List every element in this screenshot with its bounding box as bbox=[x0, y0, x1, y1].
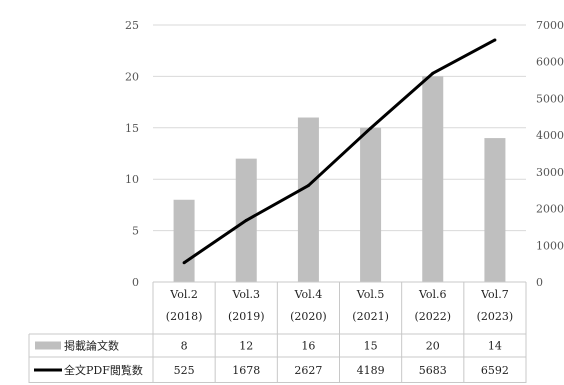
bar bbox=[484, 138, 506, 282]
table-cell-value: 1678 bbox=[232, 364, 260, 377]
category-label: Vol.5 bbox=[356, 288, 385, 301]
bar bbox=[173, 199, 195, 282]
table-cell-value: 2627 bbox=[294, 364, 322, 377]
legend-label: 全文PDF閲覧数 bbox=[64, 363, 143, 377]
line-point bbox=[244, 218, 248, 222]
right-axis-tick-label: 3000 bbox=[536, 166, 564, 179]
bar bbox=[297, 117, 319, 283]
category-label: (2019) bbox=[228, 310, 265, 323]
table-cell-value: 20 bbox=[426, 340, 440, 353]
category-label: Vol.4 bbox=[294, 288, 323, 301]
table-cell-value: 8 bbox=[181, 340, 188, 353]
table-cell-value: 4189 bbox=[357, 364, 385, 377]
grid bbox=[153, 24, 526, 283]
right-axis-tick-label: 0 bbox=[536, 276, 543, 289]
left-axis-tick-label: 20 bbox=[125, 70, 139, 83]
line-point bbox=[369, 126, 373, 130]
category-label: Vol.2 bbox=[169, 288, 198, 301]
category-label: Vol.3 bbox=[231, 288, 260, 301]
left-axis-tick-label: 15 bbox=[125, 122, 139, 135]
line-point bbox=[182, 261, 186, 265]
line-point bbox=[493, 38, 497, 42]
right-axis: 0 1000 2000 3000 4000 5000 6000 7000 bbox=[536, 19, 564, 289]
line-series bbox=[182, 38, 497, 265]
table-cell-value: 16 bbox=[301, 340, 315, 353]
category-label: (2020) bbox=[290, 310, 327, 323]
line-path bbox=[183, 38, 496, 264]
legend-label: 掲載論文数 bbox=[64, 339, 119, 353]
left-axis-tick-label: 5 bbox=[132, 225, 139, 238]
category-label: Vol.7 bbox=[480, 288, 509, 301]
right-axis-tick-label: 6000 bbox=[536, 56, 564, 69]
table-cell-value: 12 bbox=[239, 340, 253, 353]
right-axis-tick-label: 1000 bbox=[536, 239, 564, 252]
category-label: (2018) bbox=[166, 310, 203, 323]
bar bbox=[422, 76, 444, 283]
category-label: (2023) bbox=[477, 310, 514, 323]
data-table: Vol.2 (2018) Vol.3 (2019) Vol.4 (2020) Vol.5 (2… bbox=[28, 281, 527, 383]
left-axis-tick-label: 0 bbox=[132, 276, 139, 289]
right-axis-tick-label: 2000 bbox=[536, 203, 564, 216]
right-axis-tick-label: 4000 bbox=[536, 129, 564, 142]
category-label: (2022) bbox=[414, 310, 451, 323]
right-axis-tick-label: 7000 bbox=[536, 19, 564, 32]
left-axis-tick-label: 10 bbox=[125, 173, 139, 186]
right-axis-tick-label: 5000 bbox=[536, 92, 564, 105]
table-cell-value: 525 bbox=[174, 364, 195, 377]
table-cell-value: 6592 bbox=[481, 364, 509, 377]
legend-swatch-bar bbox=[35, 341, 61, 350]
table-cell-value: 15 bbox=[364, 340, 378, 353]
table-cell-value: 14 bbox=[488, 340, 502, 353]
category-label: Vol.6 bbox=[418, 288, 447, 301]
line-point bbox=[306, 184, 310, 188]
bar-series bbox=[173, 76, 506, 283]
left-axis: 0 5 10 15 20 25 bbox=[125, 19, 139, 289]
line-point bbox=[431, 71, 435, 75]
left-axis-tick-label: 25 bbox=[125, 19, 139, 32]
table-cell-value: 5683 bbox=[419, 364, 447, 377]
category-label: (2021) bbox=[352, 310, 389, 323]
bar bbox=[360, 127, 382, 282]
